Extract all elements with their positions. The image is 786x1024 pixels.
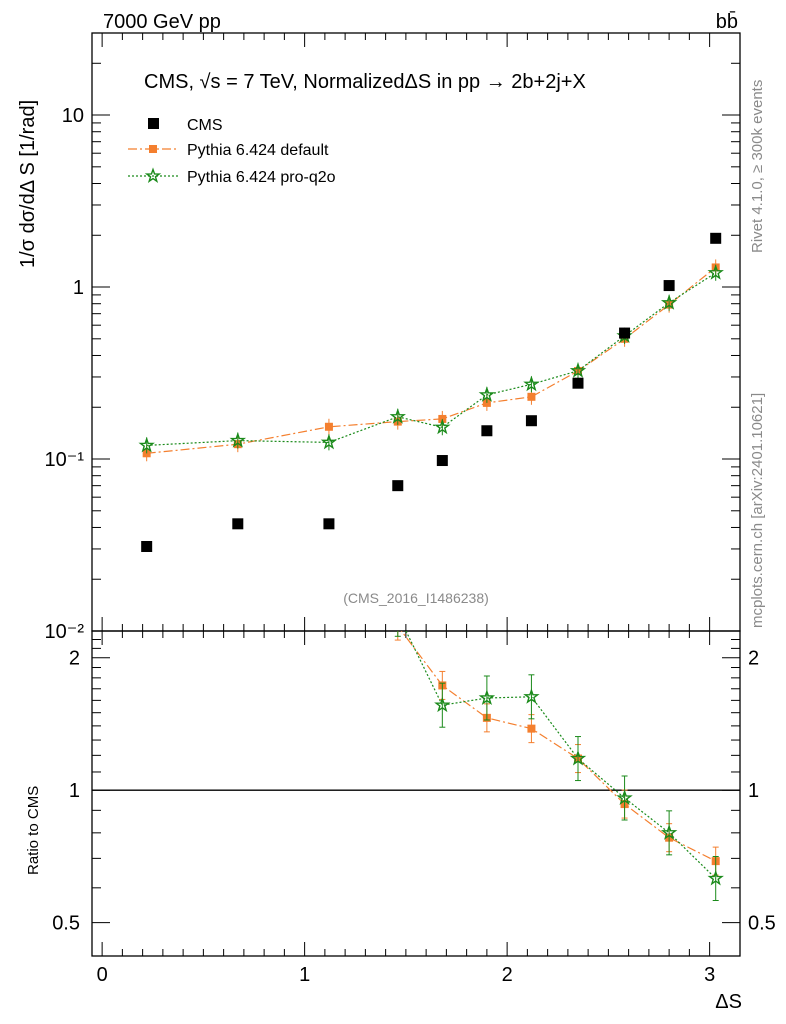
x-tick-label: 1 xyxy=(299,964,310,986)
series-line-pythia-default xyxy=(146,266,717,454)
point-cms xyxy=(481,425,493,437)
x-axis-title: ΔS xyxy=(715,991,742,1013)
legend-label-cms: CMS xyxy=(187,117,223,134)
point-cms xyxy=(619,327,631,339)
x-tick-label: 0 xyxy=(97,964,108,986)
mcplots-label: mcplots.cern.ch [arXiv:2401.10621] xyxy=(749,393,766,628)
ratio-tick-label-left: 2 xyxy=(69,648,80,670)
ratio-point-pythia-proq2o xyxy=(616,789,633,805)
ratio-tick-label-right: 1 xyxy=(748,780,759,802)
point-pythia-proq2o xyxy=(523,375,540,392)
series-line-pythia-proq2o xyxy=(146,272,717,446)
x-tick-label: 2 xyxy=(502,964,513,986)
legend-marker-default xyxy=(149,145,157,153)
energy-label: 7000 GeV pp xyxy=(103,11,221,33)
point-cms xyxy=(392,480,404,492)
y-tick-label: 1 xyxy=(73,277,84,299)
point-pythia-proq2o xyxy=(389,408,406,424)
ratio-point-pythia-default xyxy=(527,724,536,733)
process-label: bb̄ xyxy=(716,10,738,33)
y-tick-label: 10⁻² xyxy=(45,621,85,643)
point-pythia-proq2o xyxy=(434,418,451,435)
point-cms xyxy=(525,415,537,427)
point-cms xyxy=(323,518,335,530)
ratio-point-pythia-proq2o xyxy=(569,749,587,766)
ratio-panel-frame xyxy=(91,630,741,957)
legend-label-default: Pythia 6.424 default xyxy=(187,142,329,159)
legend: CMS Pythia 6.424 default Pythia 6.424 pr… xyxy=(128,117,336,186)
point-cms xyxy=(572,377,584,389)
ratio-line-pythia-proq2o xyxy=(405,631,717,879)
legend-label-proq2o: Pythia 6.424 pro-q2o xyxy=(187,169,336,186)
point-cms xyxy=(436,455,448,467)
point-pythia-proq2o xyxy=(320,433,338,450)
ratio-tick-label-right: 0.5 xyxy=(748,913,776,935)
ratio-point-pythia-proq2o xyxy=(140,525,152,537)
ratio-y-axis-title: Ratio to CMS xyxy=(25,786,42,875)
y-tick-label: 10 xyxy=(62,105,84,127)
ratio-point-pythia-proq2o xyxy=(478,689,496,705)
point-cms xyxy=(663,280,675,292)
x-tick-label: 3 xyxy=(704,964,715,986)
ratio-tick-label-left: 1 xyxy=(69,780,80,802)
point-pythia-default xyxy=(324,422,333,431)
point-cms xyxy=(710,232,722,244)
point-pythia-proq2o xyxy=(138,436,155,453)
point-pythia-default xyxy=(482,398,491,407)
point-pythia-proq2o xyxy=(660,294,678,310)
ratio-point-pythia-proq2o xyxy=(392,608,404,620)
legend-marker-proq2o xyxy=(144,167,162,183)
point-cms xyxy=(232,518,244,530)
ratio-point-pythia-proq2o xyxy=(323,575,335,587)
point-cms xyxy=(141,540,153,552)
ratio-point-pythia-proq2o xyxy=(660,824,678,840)
point-pythia-proq2o xyxy=(569,362,587,378)
analysis-label: (CMS_2016_I1486238) xyxy=(343,590,489,606)
point-pythia-proq2o xyxy=(707,264,724,280)
y-axis-title: 1/σ dσ/dΔ S [1/rad] xyxy=(17,100,39,268)
point-pythia-proq2o xyxy=(229,431,247,448)
ratio-tick-label-right: 2 xyxy=(748,648,759,670)
y-tick-label: 10⁻¹ xyxy=(45,449,85,471)
point-pythia-proq2o xyxy=(478,386,496,402)
ratio-point-pythia-proq2o xyxy=(707,869,724,886)
ratio-point-pythia-proq2o xyxy=(434,696,451,713)
chart-title: CMS, √s = 7 TeV, NormalizedΔS in pp → 2b… xyxy=(144,71,586,93)
point-pythia-default xyxy=(527,392,536,401)
ratio-tick-label-left: 0.5 xyxy=(52,913,80,935)
ratio-point-pythia-default xyxy=(234,583,242,591)
ratio-point-pythia-proq2o xyxy=(232,571,244,583)
ratio-point-pythia-default xyxy=(325,538,333,546)
legend-marker-cms xyxy=(148,118,159,129)
ratio-point-pythia-proq2o xyxy=(523,688,540,704)
rivet-label: Rivet 4.1.0, ≥ 300k events xyxy=(749,80,766,253)
ratio-point-pythia-default xyxy=(394,622,402,630)
